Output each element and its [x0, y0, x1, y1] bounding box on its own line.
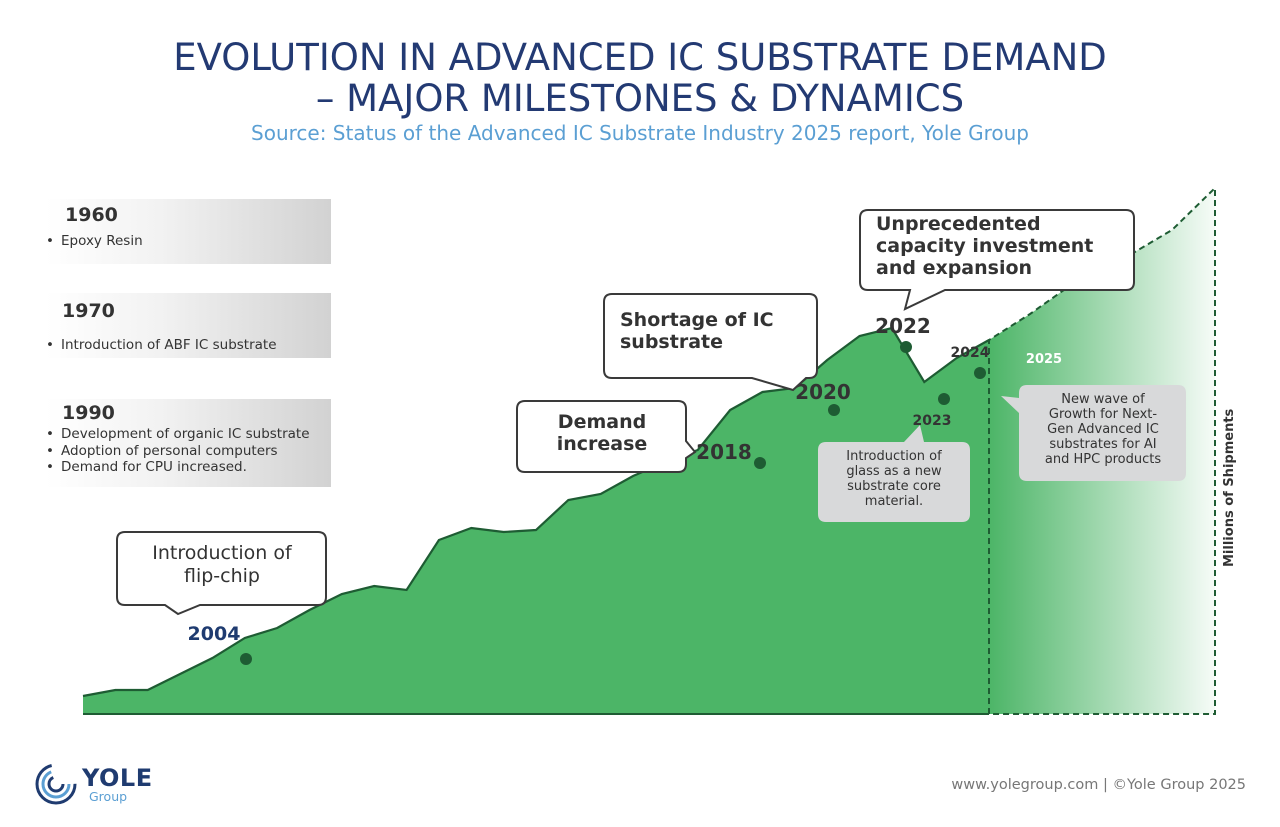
- callout-text: Demand: [558, 411, 646, 433]
- yole-logo: YOLE Group: [34, 762, 164, 806]
- milestone-item: Adoption of personal computers: [46, 443, 310, 460]
- callout-text: substrate core: [847, 479, 941, 494]
- marker-2020: [828, 404, 840, 416]
- callout-new-wave: New wave of Growth for Next- Gen Advance…: [1001, 385, 1186, 481]
- callout-flip-chip: Introduction of flip-chip: [116, 531, 327, 616]
- callout-text: glass as a new: [846, 464, 942, 479]
- year-label-2004: 2004: [188, 623, 241, 645]
- callout-text: Shortage of IC: [620, 309, 774, 331]
- milestone-item: Demand for CPU increased.: [46, 459, 310, 476]
- milestone-1990: 1990 Development of organic IC substrate…: [46, 399, 331, 487]
- marker-2018: [754, 457, 766, 469]
- year-label-2018: 2018: [696, 440, 752, 464]
- callout-text: Gen Advanced IC: [1047, 422, 1159, 437]
- callout-text: and expansion: [876, 257, 1032, 279]
- actual-area: [83, 328, 989, 714]
- callout-shortage: Shortage of IC substrate: [603, 293, 818, 392]
- forecast-outline: [988, 185, 1216, 715]
- milestone-1960: 1960 Epoxy Resin: [46, 199, 331, 264]
- marker-2022: [900, 341, 912, 353]
- milestone-year: 1990: [62, 402, 115, 424]
- callout-demand-increase: Demand increase: [516, 400, 697, 473]
- chart-source: Source: Status of the Advanced IC Substr…: [251, 121, 1029, 145]
- milestone-year: 1970: [62, 300, 115, 322]
- year-label-2025: 2025: [1026, 352, 1062, 367]
- yole-logo-icon: [35, 763, 77, 805]
- milestone-item: Introduction of ABF IC substrate: [46, 337, 276, 354]
- callout-text: and HPC products: [1045, 452, 1161, 467]
- callout-text: New wave of: [1061, 392, 1145, 407]
- chart-title-line1: EVOLUTION IN ADVANCED IC SUBSTRATE DEMAN…: [173, 36, 1107, 79]
- callout-text: Growth for Next-: [1049, 407, 1157, 422]
- milestone-1970: 1970 Introduction of ABF IC substrate: [46, 293, 331, 358]
- year-label-2020: 2020: [795, 380, 851, 404]
- milestone-year: 1960: [65, 204, 118, 226]
- callout-text: increase: [557, 433, 648, 455]
- callout-text: Introduction of: [846, 449, 942, 464]
- callout-text: material.: [865, 494, 923, 509]
- chart-title-line2: – MAJOR MILESTONES & DYNAMICS: [315, 77, 965, 120]
- actual-line: [82, 326, 990, 698]
- milestone-item: Development of organic IC substrate: [46, 426, 310, 443]
- marker-2004: [240, 653, 252, 665]
- callout-text: capacity investment: [876, 235, 1093, 257]
- y-axis-label: Millions of Shipments: [1222, 408, 1237, 567]
- callout-text: Introduction of: [152, 542, 293, 564]
- callout-text: substrate: [620, 331, 723, 353]
- footer-url: www.yolegroup.com | ©Yole Group 2025: [951, 777, 1246, 793]
- milestone-item: Epoxy Resin: [46, 233, 143, 250]
- callout-glass: Introduction of glass as a new substrate…: [818, 425, 970, 522]
- callout-text: flip-chip: [184, 565, 260, 587]
- logo-subtitle: Group: [89, 789, 128, 804]
- callout-capacity: Unprecedented capacity investment and ex…: [859, 209, 1135, 311]
- year-label-2024: 2024: [951, 345, 990, 361]
- year-label-2022: 2022: [875, 314, 931, 338]
- marker-2023: [938, 393, 950, 405]
- callout-text: Unprecedented: [876, 213, 1041, 235]
- logo-wordmark: YOLE: [82, 764, 153, 792]
- callout-text: substrates for AI: [1049, 437, 1156, 452]
- marker-2024: [974, 367, 986, 379]
- year-label-2023: 2023: [913, 413, 952, 429]
